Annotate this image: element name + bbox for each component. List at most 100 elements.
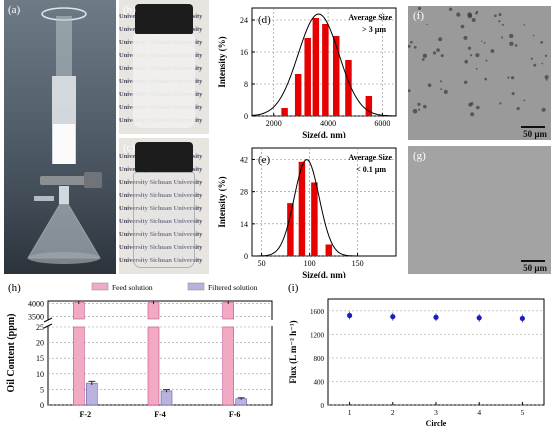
chart-oil-content: 0 5 10 15 20 25 3500 4000 F-2 F-4 F-6 Oil Content (…	[6, 282, 275, 419]
y-tick-label: 800	[314, 355, 325, 363]
droplet	[544, 75, 549, 80]
photo-vial-feed: University Sichuan UniversityUniversity …	[119, 0, 209, 134]
y-tick-label: 24	[240, 16, 248, 25]
droplet	[490, 49, 495, 53]
droplet	[468, 102, 473, 107]
droplet	[418, 108, 421, 111]
micrograph-filtered: (g) 50 µm	[408, 146, 551, 274]
y-tick-label: 16	[240, 48, 248, 57]
bar-feed-lower	[147, 326, 160, 406]
droplet	[412, 108, 418, 114]
histogram-bar	[322, 24, 329, 116]
histogram-bar	[325, 244, 333, 256]
droplet	[476, 105, 480, 110]
background-text-row: University Sichuan University	[119, 179, 203, 186]
bar-feed	[222, 302, 234, 320]
scale-bar-label: 50 µm	[523, 129, 547, 139]
bar-filtered	[86, 382, 98, 406]
x-tick-label: 50	[258, 259, 266, 268]
droplet	[440, 88, 442, 91]
x-tick-label: F-6	[229, 410, 241, 419]
droplet	[443, 89, 448, 94]
droplet	[426, 23, 428, 26]
x-tick-label: F-4	[154, 410, 166, 419]
droplet	[523, 99, 526, 102]
plot-frame	[47, 300, 273, 406]
histogram-bar	[365, 96, 373, 116]
axis-break-mark	[43, 317, 53, 323]
y-tick-label: 400	[314, 378, 325, 386]
annotation-average-size: Average Size	[348, 153, 392, 162]
data-point	[390, 314, 396, 320]
vial-liquid-clear	[133, 172, 195, 268]
y-tick-label: 15	[36, 354, 44, 363]
x-axis-label: Circle	[426, 419, 447, 428]
droplet	[485, 59, 488, 62]
plot-frame	[251, 147, 397, 257]
y-tick-label: 0	[40, 401, 44, 410]
histogram-bar	[287, 203, 294, 256]
droplet	[541, 62, 544, 65]
droplet	[523, 24, 526, 26]
y-tick-label: 0	[321, 402, 325, 410]
y-axis-label: Intensity (%)	[217, 176, 227, 227]
y-axis-label: Oil Content (ppm)	[6, 314, 17, 393]
droplet	[541, 107, 546, 112]
droplet	[464, 80, 468, 85]
legend-label: Filtered solution	[208, 283, 258, 292]
micrograph-feed: (f) 50 µm	[408, 6, 551, 140]
x-tick-label: 4	[477, 408, 481, 417]
vial-cap	[135, 4, 193, 34]
fit-curve	[252, 159, 396, 257]
bar-filtered	[160, 390, 173, 406]
panel-label: (h)	[8, 282, 21, 294]
y-tick-label: 14	[240, 220, 248, 229]
droplet	[456, 12, 461, 17]
droplet	[408, 44, 411, 48]
droplet	[460, 24, 465, 29]
droplet	[494, 14, 497, 17]
droplet	[498, 20, 501, 23]
droplet	[440, 54, 444, 58]
y-tick-label: 3500	[28, 312, 44, 321]
y-tick-label: 1200	[310, 331, 325, 339]
panel-label: (d)	[258, 14, 271, 26]
histogram-bar	[294, 74, 302, 116]
x-tick-label: 2000	[266, 119, 282, 128]
y-tick-label: 0	[244, 252, 248, 261]
bar-feed	[73, 302, 85, 320]
background-text-row: University Sichuan University	[119, 257, 203, 264]
panel-label: (i)	[288, 282, 299, 294]
apparatus-illustration	[27, 7, 102, 264]
droplet	[470, 112, 475, 117]
droplet	[413, 45, 417, 49]
droplet	[421, 58, 425, 61]
annotation-size-value: < 0.1 µm	[356, 165, 386, 174]
droplet	[422, 53, 428, 58]
droplet	[540, 41, 544, 44]
legend-swatch	[187, 282, 205, 291]
y-tick-label: 25	[36, 323, 44, 332]
scale-bar	[521, 126, 545, 128]
annotation-average-size: Average Size	[348, 13, 392, 22]
panel-label-a: (a)	[8, 4, 21, 16]
droplet	[417, 6, 422, 10]
x-tick-label: 3	[434, 408, 438, 417]
droplet	[475, 67, 478, 70]
bar-feed-lower	[222, 326, 234, 406]
droplet	[501, 23, 504, 26]
droplet	[464, 59, 468, 64]
data-point	[433, 314, 439, 320]
droplet	[467, 46, 472, 50]
chart-size-distribution-filtered: 0 14 28 42 50 100 150 Average Size < 0.1 µm Size(…	[217, 147, 397, 278]
droplet	[511, 92, 515, 96]
droplets	[408, 6, 549, 117]
droplet	[475, 11, 478, 15]
x-tick-label: 2	[391, 408, 395, 417]
droplet	[475, 53, 480, 58]
data-point	[347, 312, 353, 319]
chart-size-distribution-feed: 0 8 16 24 2000 4000 6000 Average Size > 3 µm Size…	[217, 7, 397, 138]
droplet	[481, 40, 483, 42]
histogram-bar	[281, 108, 288, 116]
droplet	[511, 76, 515, 80]
